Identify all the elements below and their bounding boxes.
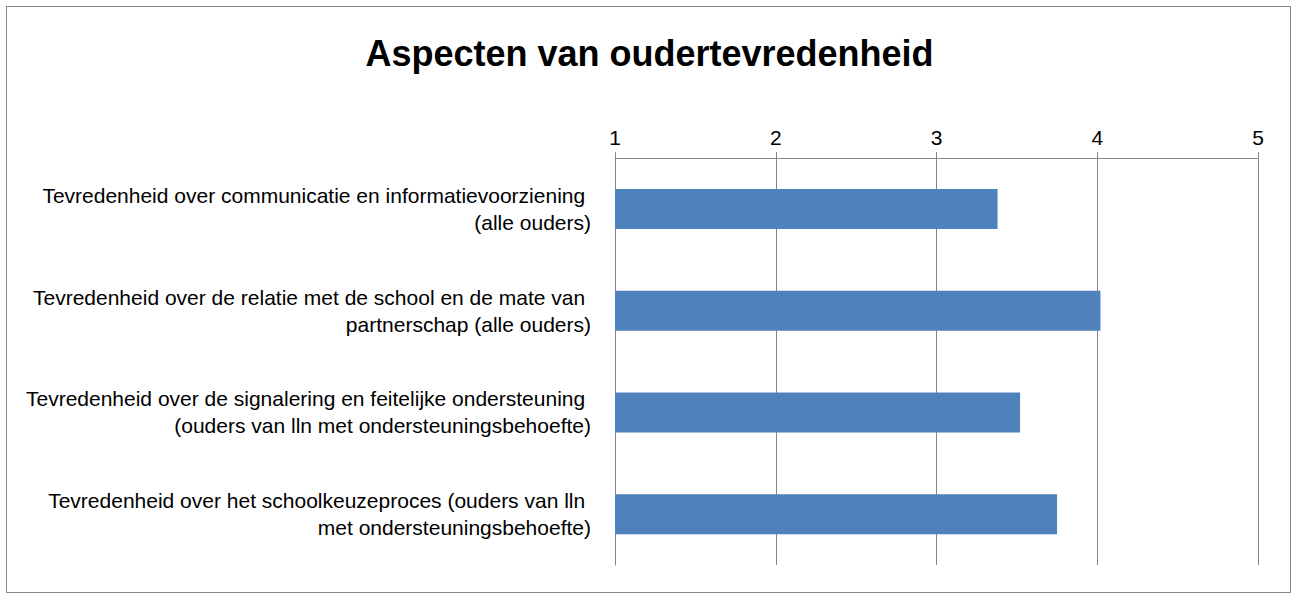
svg-text:Tevredenheid over de signaleri: Tevredenheid over de signalering en feit…: [26, 387, 591, 410]
svg-text:4: 4: [1091, 126, 1103, 149]
svg-text:Tevredenheid over communicatie: Tevredenheid over communicatie en inform…: [42, 184, 591, 207]
svg-text:(ouders van lln met ondersteun: (ouders van lln met ondersteuningsbehoef…: [174, 414, 591, 437]
svg-text:Tevredenheid over de relatie m: Tevredenheid over de relatie met de scho…: [33, 286, 591, 309]
svg-text:2: 2: [770, 126, 782, 149]
svg-text:1: 1: [609, 126, 621, 149]
svg-text:Aspecten van oudertevredenheid: Aspecten van oudertevredenheid: [365, 33, 933, 74]
svg-text:partnerschap (alle ouders): partnerschap (alle ouders): [346, 313, 591, 336]
svg-text:5: 5: [1252, 126, 1264, 149]
svg-text:Tevredenheid over het schoolke: Tevredenheid over het schoolkeuzeproces …: [48, 489, 591, 512]
svg-text:3: 3: [931, 126, 943, 149]
svg-text:met ondersteuningsbehoefte): met ondersteuningsbehoefte): [318, 516, 591, 539]
svg-text:(alle ouders): (alle ouders): [474, 211, 591, 234]
